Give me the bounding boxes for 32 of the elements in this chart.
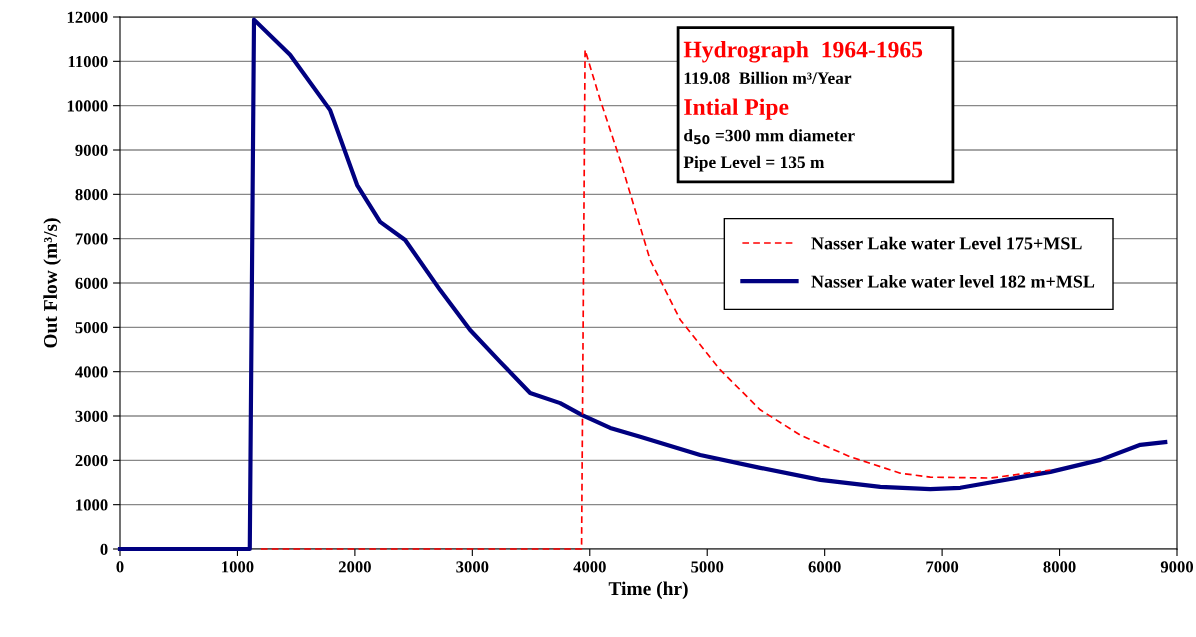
x-tick-label: 2000 — [338, 561, 371, 573]
y-tick-label: 3000 — [75, 410, 108, 422]
y-tick-label: 5000 — [75, 322, 108, 334]
y-tick-label: 6000 — [75, 277, 108, 289]
annotation: d$_{50}$ =300 mm diameter — [684, 129, 855, 145]
y-tick-label: 2000 — [75, 455, 108, 467]
y-tick-label: 8000 — [75, 189, 108, 201]
x-tick-label: 6000 — [808, 561, 841, 573]
y-tick-label: 4000 — [75, 366, 108, 378]
annotation: Intial Pipe — [684, 98, 789, 120]
x-tick-label: 9000 — [1160, 561, 1194, 573]
y-tick-label: 11000 — [68, 56, 108, 68]
annotation: Hydrograph 1964-1965 — [683, 40, 923, 63]
legend-label: Nasser Lake water Level 175+MSL — [811, 236, 1082, 250]
x-tick-label: 0 — [116, 561, 124, 573]
x-axis-title: Time (hr) — [608, 581, 688, 600]
y-tick-label: 7000 — [75, 233, 108, 245]
x-tick-label: 7000 — [926, 561, 959, 573]
y-tick-label: 9000 — [75, 144, 108, 156]
annotation: Pipe Level = 135 m — [683, 155, 825, 172]
y-tick-label: 0 — [100, 543, 108, 555]
y-tick-label: 10000 — [67, 100, 108, 112]
x-tick-label: 1000 — [222, 561, 254, 573]
legend-label: Nasser Lake water level 182 m+MSL — [811, 274, 1095, 288]
y-tick-label: 12000 — [67, 11, 108, 23]
x-tick-label: 4000 — [573, 561, 606, 573]
x-tick-label: 8000 — [1043, 561, 1076, 573]
y-axis-title: Out Flow (m³/s) — [43, 218, 61, 348]
y-tick-label: 1000 — [76, 499, 108, 511]
x-tick-label: 3000 — [456, 561, 489, 573]
x-tick-label: 5000 — [691, 561, 724, 573]
annotation: 119.08 Billion m³/Year — [684, 71, 852, 85]
